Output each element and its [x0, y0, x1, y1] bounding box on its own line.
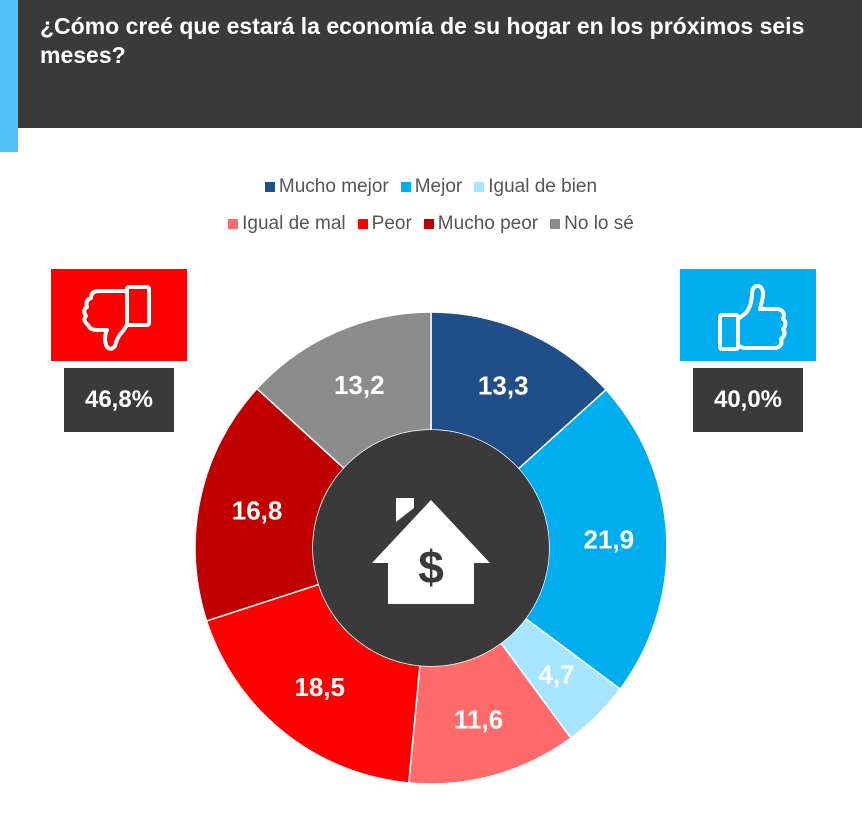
legend-label: Igual de mal	[242, 213, 346, 234]
legend-swatch	[474, 182, 485, 192]
legend-swatch	[423, 219, 434, 229]
thumbs-up-icon	[718, 283, 788, 351]
chart-title: ¿Cómo creé que estará la economía de su …	[40, 13, 805, 68]
slice-label: 13,2	[334, 370, 385, 400]
legend-item: Igual de mal	[228, 213, 346, 235]
house-dollar-icon: $	[372, 498, 490, 604]
legend-label: Mejor	[414, 176, 463, 197]
slice-label: 18,5	[294, 672, 345, 702]
header-bar	[0, 0, 862, 128]
legend-swatch	[400, 182, 411, 192]
slice-label: 21,9	[583, 525, 634, 555]
negative-total: 46,8%	[64, 368, 174, 432]
legend-label: Mucho peor	[437, 213, 539, 234]
legend-swatch	[357, 219, 368, 229]
donut-labels: 13,3 21,9 4,7 11,6 18,5 16,8 13,2	[232, 370, 634, 734]
positive-icon-box	[680, 269, 816, 361]
thumbs-down-icon	[82, 285, 151, 351]
legend-item: Igual de bien	[474, 176, 597, 198]
legend-item: Peor	[357, 213, 412, 235]
legend-item: Mucho peor	[423, 213, 539, 235]
positive-total: 40,0%	[693, 368, 803, 432]
legend-swatch	[264, 182, 275, 192]
legend-swatch	[550, 219, 561, 229]
slice-label: 4,7	[538, 659, 574, 689]
negative-icon-box	[51, 269, 187, 361]
legend-row-1: Mucho mejor Mejor Igual de bien	[0, 176, 862, 198]
legend-item: No lo sé	[550, 213, 634, 235]
header-accent	[0, 0, 18, 152]
slice-label: 16,8	[232, 495, 283, 525]
legend-item: Mejor	[400, 176, 463, 198]
donut-slices	[194, 311, 668, 785]
legend-swatch	[228, 219, 239, 229]
legend-row-2: Igual de mal Peor Mucho peor No lo sé	[0, 213, 862, 235]
legend-label: Igual de bien	[488, 176, 598, 197]
legend-label: No lo sé	[564, 213, 634, 234]
slice-label: 13,3	[478, 370, 529, 400]
legend-item: Mucho mejor	[264, 176, 389, 198]
slice-label: 11,6	[454, 705, 503, 735]
svg-text:$: $	[418, 541, 444, 593]
legend-label: Peor	[371, 213, 412, 234]
legend-label: Mucho mejor	[278, 176, 389, 197]
